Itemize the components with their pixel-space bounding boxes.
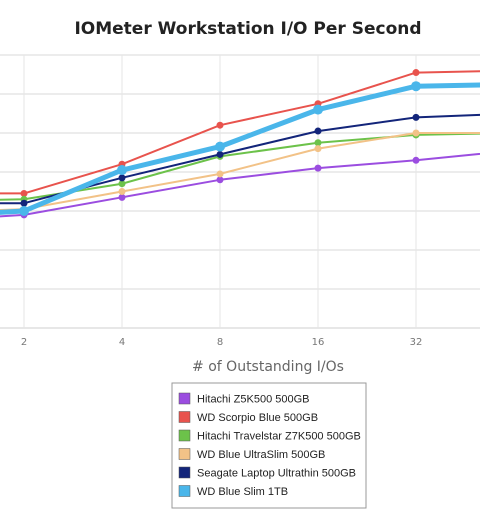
x-tick-label: 8 (217, 337, 223, 348)
data-point (118, 180, 126, 188)
series-line (0, 152, 480, 218)
legend-label: Hitachi Z5K500 500GB (197, 394, 310, 406)
chart-title: IOMeter Workstation I/O Per Second (74, 19, 421, 39)
legend-swatch (178, 411, 191, 423)
legend-label: Seagate Laptop Ultrathin 500GB (197, 468, 356, 480)
data-point (314, 164, 322, 172)
data-point (118, 174, 126, 182)
data-point (117, 165, 127, 176)
x-tick-label: 16 (312, 337, 325, 348)
data-point (216, 170, 224, 178)
data-point (412, 129, 420, 137)
legend-swatch (178, 485, 191, 497)
data-point (314, 139, 322, 147)
legend-label: WD Blue UltraSlim 500GB (197, 449, 325, 461)
series-0 (0, 152, 480, 219)
x-tick-label: 2 (21, 337, 27, 348)
series-4 (0, 113, 480, 207)
data-point (216, 121, 224, 129)
series-3 (0, 129, 480, 213)
data-point (314, 145, 322, 153)
data-point (314, 127, 322, 135)
legend: Hitachi Z5K500 500GB WD Scorpio Blue 500G… (171, 382, 367, 509)
series-group (0, 69, 480, 219)
data-point (20, 189, 28, 197)
x-axis-label: # of Outstanding I/Os (192, 359, 344, 375)
data-point (313, 104, 323, 115)
data-point (411, 81, 421, 92)
data-point (412, 113, 420, 121)
data-point (216, 176, 224, 184)
data-point (19, 206, 29, 216)
data-point (216, 150, 224, 158)
x-axis-ticks: 2 4 8 16 32 (21, 337, 423, 348)
legend-swatch (178, 466, 191, 479)
legend-swatch (178, 429, 191, 442)
x-tick-label: 4 (119, 337, 125, 348)
legend-swatch (178, 448, 191, 460)
legend-label: Hitachi Travelstar Z7K500 500GB (197, 431, 361, 443)
data-point (20, 199, 28, 207)
legend-label: WD Scorpio Blue 500GB (197, 412, 318, 424)
legend-box (171, 382, 367, 509)
series-5 (0, 81, 480, 216)
data-point (412, 69, 420, 77)
data-point (118, 193, 126, 201)
data-point (215, 141, 225, 152)
x-tick-label: 32 (410, 337, 423, 348)
legend-swatch (178, 392, 191, 405)
series-line (0, 132, 480, 212)
legend-label: WD Blue Slim 1TB (197, 486, 288, 498)
data-point (118, 188, 126, 195)
data-point (412, 156, 420, 164)
